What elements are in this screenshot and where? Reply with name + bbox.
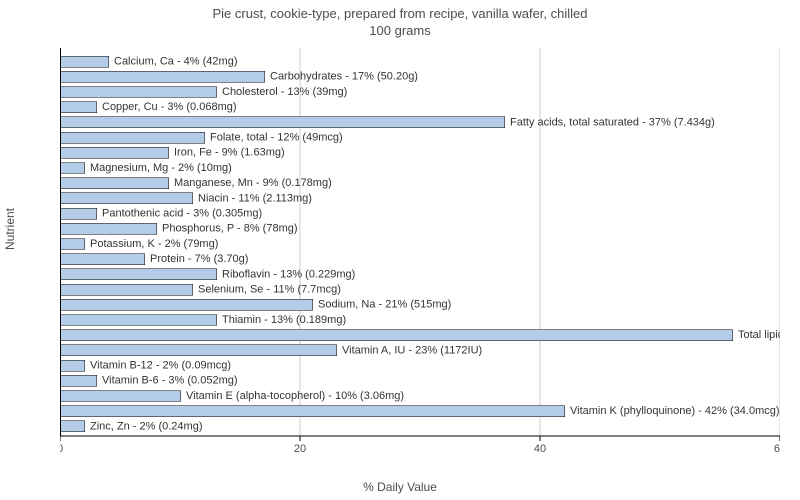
bar bbox=[61, 102, 97, 113]
x-tick-label: 0 bbox=[60, 443, 63, 455]
chart-title: Pie crust, cookie-type, prepared from re… bbox=[0, 6, 800, 40]
x-tick-label: 40 bbox=[534, 443, 546, 455]
bar bbox=[61, 132, 205, 143]
bar bbox=[61, 330, 733, 341]
bar bbox=[61, 178, 169, 189]
bar-label: Vitamin B-6 - 3% (0.052mg) bbox=[102, 375, 238, 387]
bar bbox=[61, 56, 109, 67]
bar bbox=[61, 284, 193, 295]
bar bbox=[61, 87, 217, 98]
bar bbox=[61, 193, 193, 204]
bar-label: Folate, total - 12% (49mcg) bbox=[210, 132, 343, 144]
x-axis-label: % Daily Value bbox=[0, 480, 800, 494]
bar-label: Copper, Cu - 3% (0.068mg) bbox=[102, 101, 237, 113]
bar-label: Magnesium, Mg - 2% (10mg) bbox=[90, 162, 232, 174]
bar bbox=[61, 360, 85, 371]
bar-label: Fatty acids, total saturated - 37% (7.43… bbox=[510, 116, 715, 128]
bar bbox=[61, 269, 217, 280]
bar-label: Potassium, K - 2% (79mg) bbox=[90, 238, 218, 250]
plot-area: 0 20 40 60 Calcium, Ca - 4% (42mg) Carbohydra… bbox=[60, 48, 780, 456]
title-line-1: Pie crust, cookie-type, prepared from re… bbox=[212, 6, 587, 21]
bar bbox=[61, 163, 85, 174]
bar bbox=[61, 315, 217, 326]
bar-label: Thiamin - 13% (0.189mg) bbox=[222, 314, 346, 326]
bar bbox=[61, 421, 85, 432]
bar-label: Vitamin A, IU - 23% (1172IU) bbox=[342, 344, 482, 356]
bar bbox=[61, 208, 97, 219]
bar-label: Selenium, Se - 11% (7.7mcg) bbox=[198, 284, 341, 296]
bar bbox=[61, 406, 565, 417]
bar-label: Carbohydrates - 17% (50.20g) bbox=[270, 71, 418, 83]
bar-label: Protein - 7% (3.70g) bbox=[150, 253, 248, 265]
bar bbox=[61, 223, 157, 234]
bar-label: Pantothenic acid - 3% (0.305mg) bbox=[102, 208, 262, 220]
bar-label: Calcium, Ca - 4% (42mg) bbox=[114, 56, 237, 68]
bar-label: Sodium, Na - 21% (515mg) bbox=[318, 299, 451, 311]
bar-label: Phosphorus, P - 8% (78mg) bbox=[162, 223, 298, 235]
bar-label: Niacin - 11% (2.113mg) bbox=[198, 192, 312, 204]
bar bbox=[61, 254, 145, 265]
bar-label: Vitamin K (phylloquinone) - 42% (34.0mcg… bbox=[570, 405, 780, 417]
bar-label: Zinc, Zn - 2% (0.24mg) bbox=[90, 420, 202, 432]
bar bbox=[61, 117, 505, 128]
bar bbox=[61, 71, 265, 82]
bar-label: Cholesterol - 13% (39mg) bbox=[222, 86, 347, 98]
title-line-2: 100 grams bbox=[369, 23, 430, 38]
bar bbox=[61, 147, 169, 158]
bar bbox=[61, 299, 313, 310]
bar bbox=[61, 345, 337, 356]
bar-label: Total lipid (fat) - 56% (36.20g) bbox=[738, 329, 780, 341]
bar bbox=[61, 375, 97, 386]
x-tick-label: 60 bbox=[774, 443, 780, 455]
bar-label: Iron, Fe - 9% (1.63mg) bbox=[174, 147, 285, 159]
bar-label: Vitamin E (alpha-tocopherol) - 10% (3.06… bbox=[186, 390, 404, 402]
x-tick-label: 20 bbox=[294, 443, 306, 455]
bar-label: Riboflavin - 13% (0.229mg) bbox=[222, 268, 355, 280]
y-axis-label: Nutrient bbox=[3, 208, 17, 250]
bar-label: Vitamin B-12 - 2% (0.09mcg) bbox=[90, 360, 231, 372]
chart-container: Pie crust, cookie-type, prepared from re… bbox=[0, 0, 800, 500]
bar bbox=[61, 391, 181, 402]
bar bbox=[61, 239, 85, 250]
bar-label: Manganese, Mn - 9% (0.178mg) bbox=[174, 177, 332, 189]
